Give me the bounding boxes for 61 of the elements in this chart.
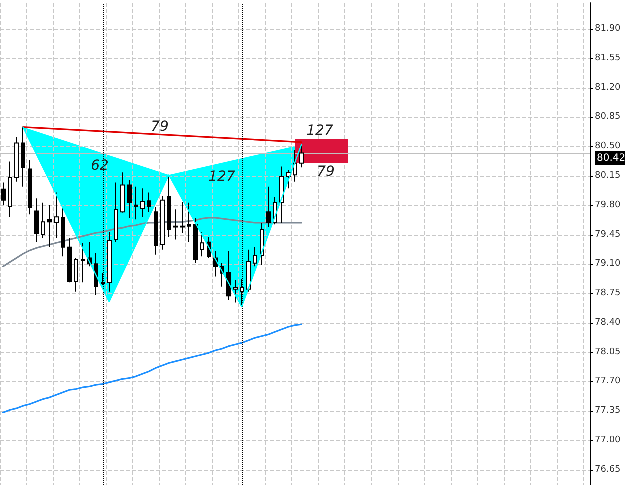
y-tick-label: 79.45: [595, 230, 621, 240]
candlestick: [74, 258, 78, 292]
candlestick: [233, 280, 238, 304]
candlestick: [286, 170, 291, 190]
candlestick: [253, 246, 257, 268]
y-tick-label: 79.80: [595, 200, 622, 210]
candlestick: [94, 252, 98, 296]
ref-line-label: 80.42: [597, 152, 625, 164]
annotation: 79: [317, 164, 335, 180]
candlestick: [14, 136, 19, 182]
candlestick: [299, 144, 304, 168]
candlestick: [34, 198, 39, 243]
candlestick: [226, 251, 231, 301]
y-tick-label: 77.70: [595, 376, 622, 387]
y-tick-label: 81.20: [595, 82, 622, 93]
candlestick: [134, 186, 138, 220]
candlestick: [154, 206, 158, 256]
line-series: [2, 217, 302, 268]
candlestick: [180, 202, 185, 234]
candlestick: [173, 209, 178, 240]
candlestick: [293, 149, 297, 182]
candlestick: [167, 174, 171, 238]
y-tick-label: 80.50: [595, 142, 622, 152]
candlestick: [127, 180, 132, 218]
candlestick: [54, 192, 59, 239]
candlestick: [21, 126, 25, 188]
candlestick: [1, 182, 6, 206]
candlestick: [114, 182, 118, 243]
line-series: [2, 324, 302, 414]
y-tick-label: 77.00: [595, 435, 622, 446]
candlestick: [120, 172, 125, 214]
y-tick-label: 76.65: [595, 464, 621, 475]
candlestick: [147, 192, 151, 213]
candlestick: [41, 202, 45, 239]
y-tick-label: 77.35: [595, 406, 621, 416]
candlestick: [193, 217, 198, 264]
y-tick-label: 79.10: [595, 259, 622, 270]
candlestick: [107, 232, 112, 292]
candlestick: [47, 204, 52, 248]
annotation: 127: [306, 123, 334, 139]
candlestick: [279, 166, 284, 224]
candlestick: [266, 186, 271, 228]
candlestick: [187, 202, 191, 243]
candlestick: [8, 161, 12, 218]
candlestick: [67, 238, 72, 284]
candlestick: [200, 232, 204, 258]
annotation: 62: [91, 158, 109, 174]
y-tick-label: 80.85: [595, 112, 621, 122]
candlestick: [160, 196, 165, 250]
annotation: 79: [151, 119, 169, 135]
y-tick-label: 78.40: [595, 318, 622, 328]
y-tick-label: 78.05: [595, 347, 621, 358]
candlestick: [140, 188, 145, 218]
y-tick-label: 80.15: [595, 170, 621, 181]
candlestick: [246, 249, 251, 292]
y-tick-label: 81.90: [595, 24, 622, 34]
y-tick-label: 78.75: [595, 288, 621, 299]
candlestick: [61, 207, 65, 258]
candlestick: [81, 242, 85, 284]
y-tick-label: 81.55: [595, 53, 621, 64]
candlestick: [28, 160, 32, 216]
